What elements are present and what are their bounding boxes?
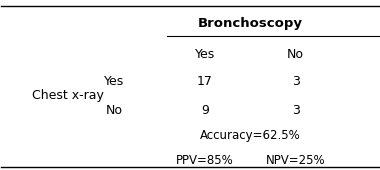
Text: 3: 3 bbox=[292, 75, 299, 88]
Text: 9: 9 bbox=[201, 104, 209, 117]
Text: Yes: Yes bbox=[105, 75, 125, 88]
Text: NPV=25%: NPV=25% bbox=[266, 154, 325, 167]
Text: Accuracy=62.5%: Accuracy=62.5% bbox=[200, 129, 301, 142]
Text: PPV=85%: PPV=85% bbox=[176, 154, 234, 167]
Text: 3: 3 bbox=[292, 104, 299, 117]
Text: Yes: Yes bbox=[195, 48, 215, 61]
Text: 17: 17 bbox=[197, 75, 213, 88]
Text: Bronchoscopy: Bronchoscopy bbox=[198, 17, 303, 30]
Text: Chest x-ray: Chest x-ray bbox=[32, 89, 103, 102]
Text: No: No bbox=[287, 48, 304, 61]
Text: No: No bbox=[106, 104, 123, 117]
